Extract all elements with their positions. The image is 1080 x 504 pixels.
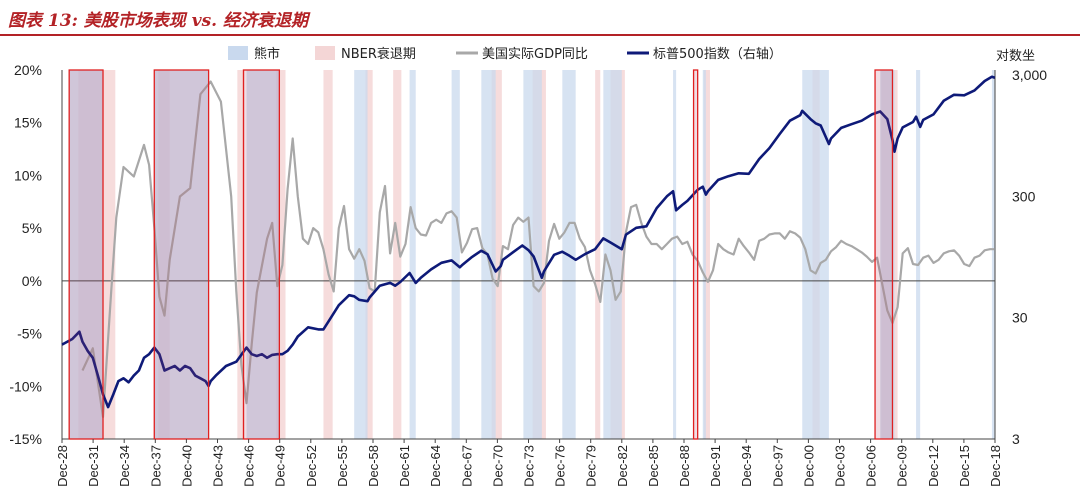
- y-left-tick-label: 0%: [22, 273, 42, 289]
- x-tick-label: Dec-00: [801, 445, 816, 487]
- y-right-tick-label: 3: [1012, 431, 1020, 447]
- x-tick-label: Dec-06: [864, 445, 879, 487]
- x-tick-label: Dec-37: [148, 445, 163, 487]
- legend-label: 标普500指数（右轴）: [653, 47, 782, 62]
- x-tick-label: Dec-52: [304, 445, 319, 487]
- y-left-tick-label: -5%: [17, 326, 42, 342]
- highlighted-period: [242, 69, 281, 440]
- y-left-tick-label: 10%: [14, 167, 42, 183]
- x-tick-label: Dec-61: [397, 445, 412, 487]
- legend-label: 熊市: [254, 46, 280, 62]
- x-tick-label: Dec-88: [677, 445, 692, 487]
- nber-recession-band: [276, 70, 286, 439]
- highlighted-period: [68, 69, 104, 440]
- x-tick-label: Dec-18: [988, 445, 1003, 487]
- nber-recession-band: [491, 70, 502, 439]
- x-tick-label: Dec-85: [646, 445, 661, 487]
- x-axis-labels: Dec-28 Dec-31 Dec-34 Dec-37 Dec-40 Dec-43 Dec-…: [55, 439, 1003, 487]
- x-tick-label: Dec-73: [522, 445, 537, 487]
- x-tick-label: Dec-64: [428, 445, 443, 487]
- highlighted-period: [692, 69, 699, 440]
- nber-recession-band: [365, 70, 373, 439]
- x-tick-label: Dec-91: [708, 445, 723, 487]
- x-tick-label: Dec-79: [584, 445, 599, 487]
- shaded-periods: [69, 70, 995, 439]
- x-tick-label: Dec-97: [770, 445, 785, 487]
- nber-recession-band: [703, 70, 710, 439]
- nber-recession-band: [237, 70, 245, 439]
- y-right-tick-label: 30: [1012, 310, 1028, 326]
- legend-swatch: [228, 46, 248, 60]
- x-tick-label: Dec-82: [615, 445, 630, 487]
- bear-market-band: [673, 70, 677, 439]
- x-tick-label: Dec-70: [490, 445, 505, 487]
- x-tick-label: Dec-49: [273, 445, 288, 487]
- nber-recession-band: [595, 70, 601, 439]
- x-tick-label: Dec-58: [366, 445, 381, 487]
- bear-market-band: [603, 70, 622, 439]
- gdp-yoy-line: [81, 80, 994, 418]
- y-axis-labels: 20% 15% 10% 5% 0% -5% -10% -15% 3 30 300 3,000 对数坐: [9, 49, 1047, 447]
- title-rule: [0, 34, 1080, 36]
- x-tick-label: Dec-15: [957, 445, 972, 487]
- bear-market-band: [409, 70, 416, 439]
- y-right-tick-label: 300: [1012, 188, 1036, 204]
- x-tick-label: Dec-46: [242, 445, 257, 487]
- y-left-tick-label: -10%: [9, 378, 42, 394]
- bear-market-band: [916, 70, 921, 439]
- legend-label: 美国实际GDP同比: [482, 47, 588, 62]
- x-tick-label: Dec-28: [55, 445, 70, 487]
- y-left-tick-label: -15%: [9, 431, 42, 447]
- x-tick-label: Dec-31: [86, 445, 101, 487]
- nber-recession-band: [323, 70, 333, 439]
- highlighted-period: [153, 69, 210, 440]
- x-tick-label: Dec-94: [739, 445, 754, 487]
- series-lines: [61, 75, 996, 418]
- bear-market-band: [880, 70, 895, 439]
- y-right-tick-label: 3,000: [1012, 67, 1047, 83]
- bear-market-band: [451, 70, 460, 439]
- x-tick-label: Dec-03: [833, 445, 848, 487]
- x-tick-label: Dec-40: [179, 445, 194, 487]
- nber-recession-band: [393, 70, 402, 439]
- y-left-tick-label: 5%: [22, 220, 42, 236]
- legend-swatch: [315, 46, 335, 60]
- legend-label: NBER衰退期: [341, 46, 416, 62]
- x-tick-label: Dec-34: [117, 445, 132, 487]
- x-tick-label: Dec-12: [926, 445, 941, 487]
- y-left-tick-label: 20%: [14, 62, 42, 78]
- highlighted-period: [874, 69, 894, 440]
- sp500-line: [61, 75, 996, 409]
- chart-title: 图表 13: 美股市场表现 vs. 经济衰退期: [8, 11, 308, 31]
- bear-market-band: [702, 70, 706, 439]
- x-tick-label: Dec-55: [335, 445, 350, 487]
- x-tick-label: Dec-76: [553, 445, 568, 487]
- y-left-tick-label: 15%: [14, 115, 42, 131]
- red-outlined-periods: [68, 69, 894, 440]
- x-tick-label: Dec-67: [459, 445, 474, 487]
- x-tick-label: Dec-09: [895, 445, 910, 487]
- y-right-axis-label: 对数坐: [996, 49, 1035, 64]
- x-tick-label: Dec-43: [211, 445, 226, 487]
- legend: 熊市 NBER衰退期 美国实际GDP同比 标普500指数（右轴）: [228, 46, 782, 62]
- bear-market-band: [991, 70, 995, 439]
